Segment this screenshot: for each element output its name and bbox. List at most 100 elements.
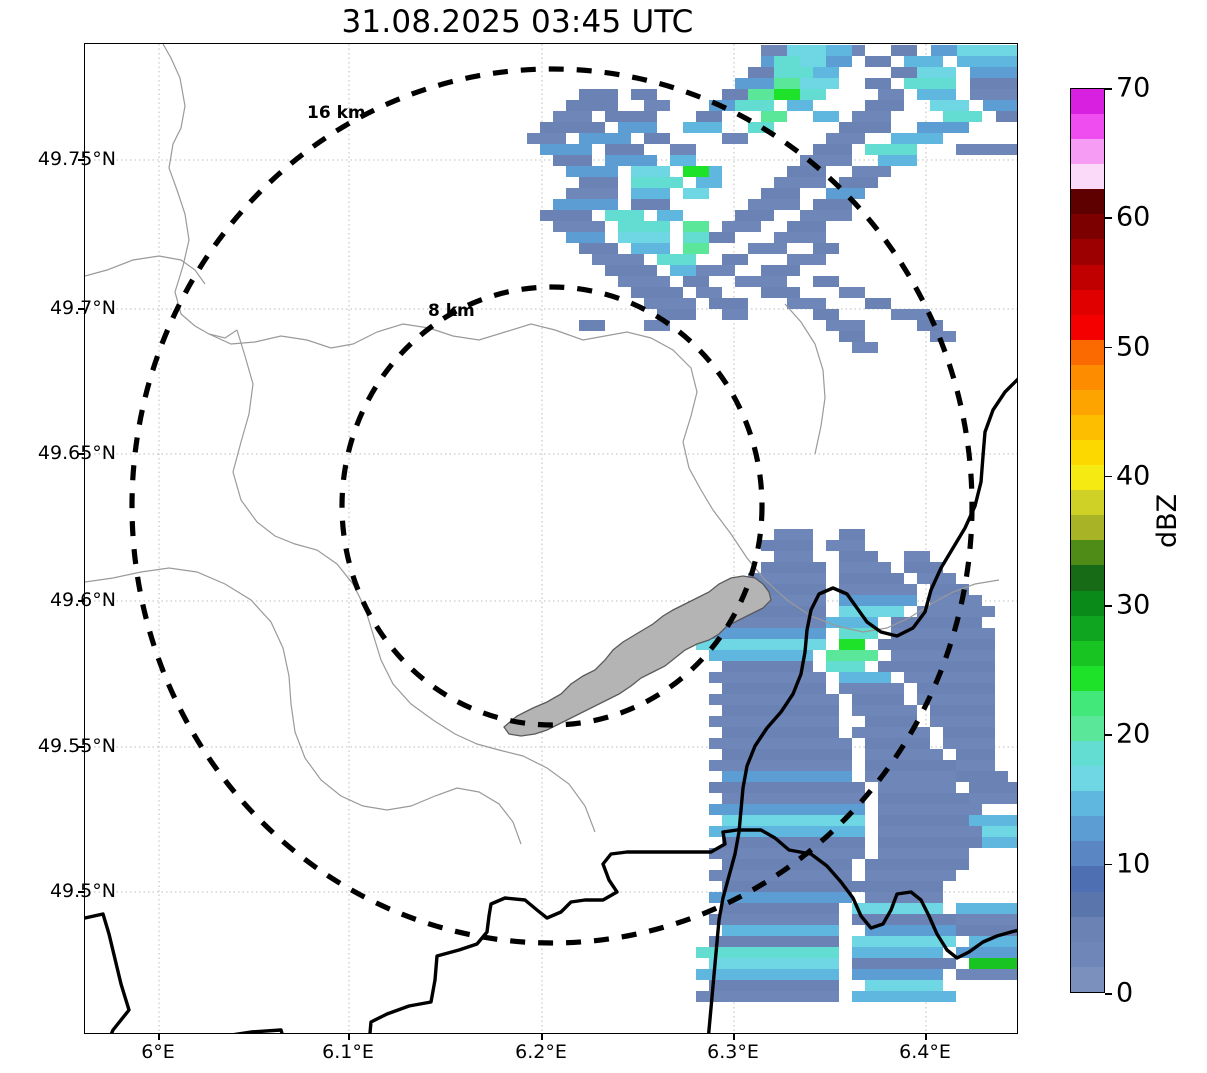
- radar-cell: [709, 936, 839, 947]
- radar-cell: [878, 155, 917, 166]
- radar-cell: [748, 89, 774, 100]
- radar-cell: [813, 276, 839, 287]
- radar-cell: [683, 232, 709, 243]
- radar-cell: [774, 232, 826, 243]
- radar-cell: [657, 254, 696, 265]
- colorbar-band: [1071, 515, 1104, 541]
- radar-cell: [865, 925, 956, 936]
- radar-cell: [670, 265, 696, 276]
- radar-cell: [865, 749, 943, 760]
- radar-cell: [865, 760, 956, 771]
- radar-cell: [683, 122, 722, 133]
- radar-cell: [904, 672, 995, 683]
- radar-cell: [852, 903, 943, 914]
- radar-cell: [644, 298, 696, 309]
- radar-cell: [878, 793, 969, 804]
- radar-cell: [878, 826, 982, 837]
- radar-cell: [931, 45, 957, 56]
- radar-cell: [774, 89, 800, 100]
- radar-cell: [891, 133, 943, 144]
- colorbar[interactable]: [1070, 88, 1105, 993]
- radar-cell: [891, 650, 995, 661]
- radar-cell: [996, 45, 1017, 56]
- colorbar-band: [1071, 89, 1104, 115]
- radar-cell: [709, 782, 865, 793]
- page-title: 31.08.2025 03:45 UTC: [341, 4, 694, 40]
- radar-cell: [657, 309, 696, 320]
- radar-cell: [696, 111, 722, 122]
- y-axis-tick: [78, 891, 84, 893]
- radar-cell: [566, 100, 618, 111]
- radar-cell: [722, 683, 826, 694]
- radar-cell: [813, 243, 839, 254]
- radar-cell: [696, 265, 735, 276]
- radar-map-svg: [85, 44, 1017, 1033]
- radar-cell: [787, 254, 826, 265]
- radar-cell: [722, 221, 761, 232]
- colorbar-band: [1071, 816, 1104, 842]
- x-axis-tick: [733, 1034, 735, 1040]
- colorbar-band: [1071, 490, 1104, 516]
- radar-cell: [917, 67, 956, 78]
- radar-cell: [839, 595, 917, 606]
- radar-cell: [969, 815, 1017, 826]
- radar-cell: [917, 606, 995, 617]
- radar-cell: [657, 210, 683, 221]
- radar-cell: [644, 133, 670, 144]
- radar-cell: [735, 276, 787, 287]
- radar-reflectivity-layer: [527, 45, 1017, 1002]
- radar-cell: [852, 727, 930, 738]
- colorbar-band: [1071, 565, 1104, 591]
- colorbar-band: [1071, 941, 1104, 967]
- radar-cell: [696, 287, 722, 298]
- radar-cell: [878, 639, 995, 650]
- radar-cell: [969, 793, 1017, 804]
- radar-cell: [696, 969, 839, 980]
- colorbar-tick: [1105, 346, 1112, 349]
- radar-cell: [553, 155, 592, 166]
- radar-cell: [852, 914, 956, 925]
- radar-map-plot[interactable]: 16 km 8 km: [84, 43, 1018, 1034]
- radar-cell: [956, 771, 1008, 782]
- radar-cell: [709, 606, 826, 617]
- radar-cell: [553, 199, 618, 210]
- admin-boundary-lines: [85, 44, 1000, 845]
- radar-cell: [709, 914, 839, 925]
- radar-cell: [826, 617, 878, 628]
- colorbar-band: [1071, 841, 1104, 867]
- x-axis-tick-label: 6.2°E: [515, 1041, 567, 1063]
- radar-cell: [631, 243, 670, 254]
- radar-cell: [826, 540, 865, 551]
- colorbar-band: [1071, 715, 1104, 742]
- x-axis-tick: [158, 1034, 160, 1040]
- radar-cell: [943, 111, 982, 122]
- colorbar-band: [1071, 164, 1104, 190]
- radar-cell: [709, 650, 813, 661]
- radar-cell: [787, 100, 813, 111]
- colorbar-band: [1071, 590, 1104, 616]
- radar-cell: [709, 892, 852, 903]
- colorbar-tick: [1105, 993, 1112, 995]
- radar-cell: [865, 56, 891, 67]
- y-axis-tick-label: 49.5°N: [49, 880, 116, 902]
- radar-cell: [904, 551, 930, 562]
- colorbar-title: dBZ: [1152, 493, 1183, 548]
- radar-cell: [683, 243, 709, 254]
- radar-cell: [957, 45, 996, 56]
- radar-cell: [696, 617, 826, 628]
- y-axis-tick: [78, 308, 84, 310]
- radar-cell: [631, 188, 670, 199]
- radar-cell: [709, 826, 865, 837]
- radar-cell: [800, 89, 826, 100]
- colorbar-band: [1071, 791, 1104, 817]
- radar-cell: [930, 716, 995, 727]
- radar-cell: [839, 551, 878, 562]
- radar-cell: [813, 67, 839, 78]
- radar-cell: [839, 628, 878, 639]
- radar-cell: [774, 78, 800, 89]
- radar-cell: [983, 100, 1017, 111]
- radar-cell: [839, 331, 865, 342]
- radar-cell: [878, 837, 982, 848]
- colorbar-band: [1071, 540, 1104, 566]
- radar-cell: [982, 837, 1017, 848]
